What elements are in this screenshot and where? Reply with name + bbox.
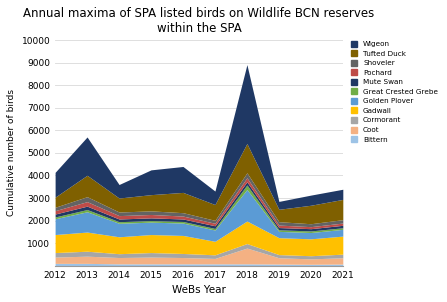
Y-axis label: Cumulative number of birds: Cumulative number of birds (7, 89, 16, 217)
X-axis label: WeBs Year: WeBs Year (172, 285, 226, 295)
Legend: Wigeon, Tufted Duck, Shoveler, Pochard, Mute Swan, Great Crested Grebe, Golden P: Wigeon, Tufted Duck, Shoveler, Pochard, … (349, 39, 439, 144)
Title: Annual maxima of SPA listed birds on Wildlife BCN reserves
within the SPA: Annual maxima of SPA listed birds on Wil… (23, 7, 375, 35)
